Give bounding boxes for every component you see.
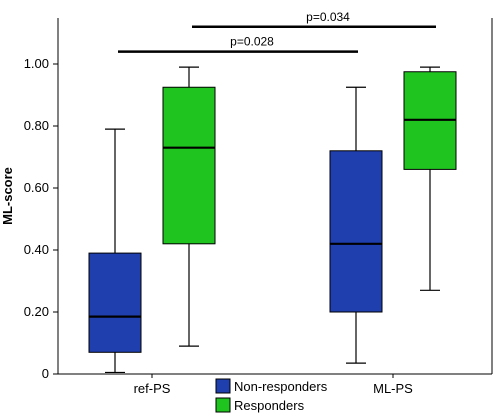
x-tick-label: ref-PS [134, 381, 171, 396]
box-responders-ref-ps [162, 86, 216, 245]
x-tick-label: ML-PS [373, 381, 413, 396]
y-tick-label: 1.00 [24, 56, 49, 71]
legend-swatch [215, 378, 231, 394]
legend-label: Non-responders [234, 379, 328, 394]
y-tick-label: 0.40 [24, 242, 49, 257]
y-tick-label: 0.60 [24, 180, 49, 195]
y-tick-label: 0.20 [24, 304, 49, 319]
y-tick-label: 0 [42, 366, 49, 381]
box-non-responders-ml-ps [329, 150, 383, 313]
box-non-responders-ref-ps [88, 252, 142, 353]
legend-swatch [215, 397, 231, 413]
significance-label: p=0.028 [230, 35, 274, 49]
significance-label: p=0.034 [306, 10, 350, 24]
legend-label: Responders [234, 398, 305, 413]
y-axis-title: ML-score [0, 167, 15, 225]
y-tick-label: 0.80 [24, 118, 49, 133]
